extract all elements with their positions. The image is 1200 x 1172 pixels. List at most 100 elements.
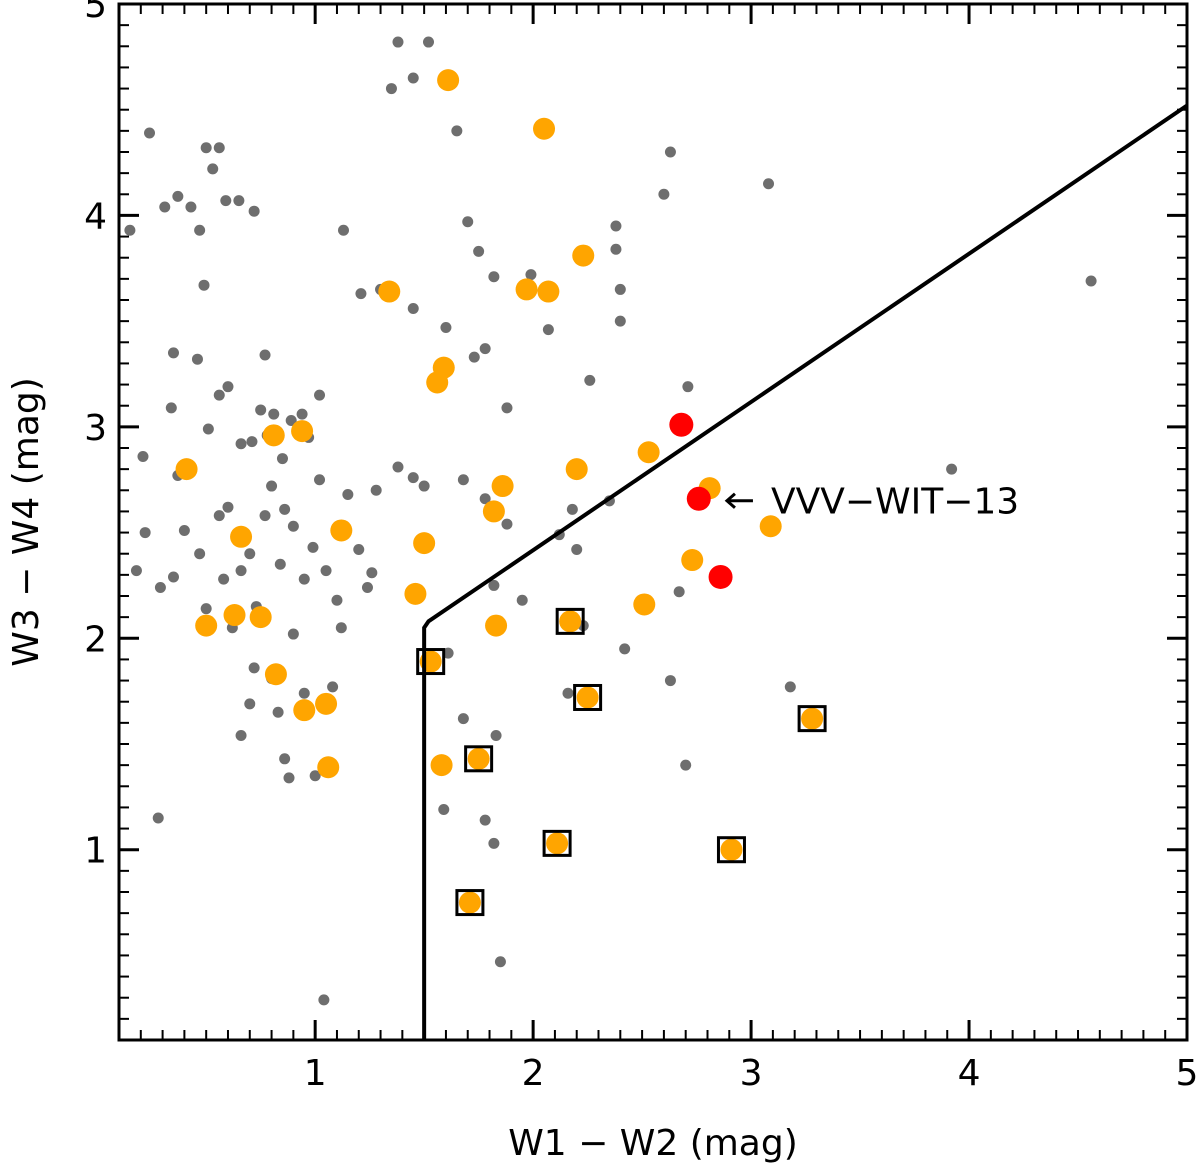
sample-point	[195, 614, 218, 637]
field-point	[479, 814, 491, 826]
field-point	[664, 675, 676, 687]
field-point	[355, 288, 367, 300]
field-point	[1085, 275, 1097, 287]
field-point	[331, 594, 343, 606]
field-point	[457, 713, 469, 725]
field-point	[516, 594, 528, 606]
sample-point	[430, 754, 453, 777]
field-point	[462, 216, 474, 228]
x-tick-label: 1	[304, 1053, 327, 1094]
series-field	[124, 36, 1097, 1006]
field-point	[287, 628, 299, 640]
y-tick-label: 3	[84, 408, 107, 449]
sample-point	[249, 606, 272, 629]
field-point	[130, 565, 142, 577]
tick-labels: 1 2 3 4 5 1 2 3 4 5	[84, 0, 1198, 1094]
sample-point	[559, 610, 582, 633]
field-point	[562, 687, 574, 699]
sample-point	[720, 838, 743, 861]
y-tick-label: 5	[84, 0, 107, 26]
boundary-line	[422, 103, 1189, 1040]
highlight-point	[686, 486, 711, 511]
field-point	[571, 543, 583, 555]
field-point	[318, 994, 330, 1006]
field-point	[272, 706, 284, 718]
field-point	[366, 567, 378, 579]
field-point	[392, 461, 404, 473]
field-point	[154, 582, 166, 594]
box-marker	[797, 705, 827, 733]
x-tick-label: 3	[740, 1053, 763, 1094]
field-point	[423, 36, 435, 48]
field-point	[525, 269, 537, 281]
x-tick-label: 4	[958, 1053, 981, 1094]
annotation-label: VVV−WIT−13	[771, 482, 1019, 523]
sample-point	[426, 371, 449, 394]
field-point	[124, 224, 136, 236]
y-tick-label: 4	[84, 196, 107, 237]
sample-point	[264, 663, 287, 686]
series-boxed	[416, 607, 827, 917]
field-point	[202, 423, 214, 435]
sample-point	[572, 244, 595, 267]
highlight-point	[669, 412, 694, 437]
annotation: VVV−WIT−13	[724, 482, 1019, 523]
box-marker	[542, 829, 572, 857]
field-point	[191, 353, 203, 365]
field-point	[222, 501, 234, 513]
plot-frame	[117, 2, 1189, 1042]
field-point	[418, 480, 430, 492]
field-point	[763, 178, 775, 190]
sample-point	[378, 280, 401, 303]
field-point	[407, 472, 419, 484]
field-point	[259, 349, 271, 361]
field-point	[248, 205, 260, 217]
field-point	[283, 772, 295, 784]
field-point	[361, 582, 373, 594]
field-point	[335, 622, 347, 634]
field-point	[165, 402, 177, 414]
minor-ticks	[119, 4, 1187, 1040]
field-point	[385, 83, 397, 95]
field-point	[213, 142, 225, 154]
field-point	[144, 127, 156, 139]
field-point	[248, 662, 260, 674]
sample-point	[437, 69, 460, 92]
field-point	[218, 573, 230, 585]
field-point	[298, 573, 310, 585]
field-point	[488, 271, 500, 283]
field-point	[610, 220, 622, 232]
sample-point	[485, 614, 508, 637]
sample-point	[482, 500, 505, 523]
field-point	[255, 404, 267, 416]
field-point	[392, 36, 404, 48]
field-point	[370, 484, 382, 496]
sample-point	[515, 278, 538, 301]
field-point	[320, 565, 332, 577]
field-point	[488, 579, 500, 591]
box-marker	[555, 607, 585, 635]
sample-point	[293, 699, 316, 722]
highlight-point	[708, 564, 733, 589]
sample-point	[262, 424, 285, 447]
field-point	[342, 489, 354, 501]
sample-point	[330, 519, 353, 542]
y-tick-label: 1	[84, 831, 107, 872]
field-point	[337, 224, 349, 236]
field-point	[442, 647, 454, 659]
sample-point	[458, 891, 481, 914]
field-point	[198, 279, 210, 291]
field-point	[664, 146, 676, 158]
field-point	[610, 243, 622, 255]
field-point	[279, 503, 291, 515]
y-tick-label: 2	[84, 619, 107, 660]
sample-point	[223, 604, 246, 627]
field-point	[207, 163, 219, 175]
field-point	[490, 730, 502, 742]
field-point	[479, 343, 491, 355]
sample-point	[175, 458, 198, 481]
sample-point	[759, 515, 782, 538]
field-point	[451, 125, 463, 137]
sample-point	[491, 475, 514, 498]
field-point	[501, 402, 513, 414]
